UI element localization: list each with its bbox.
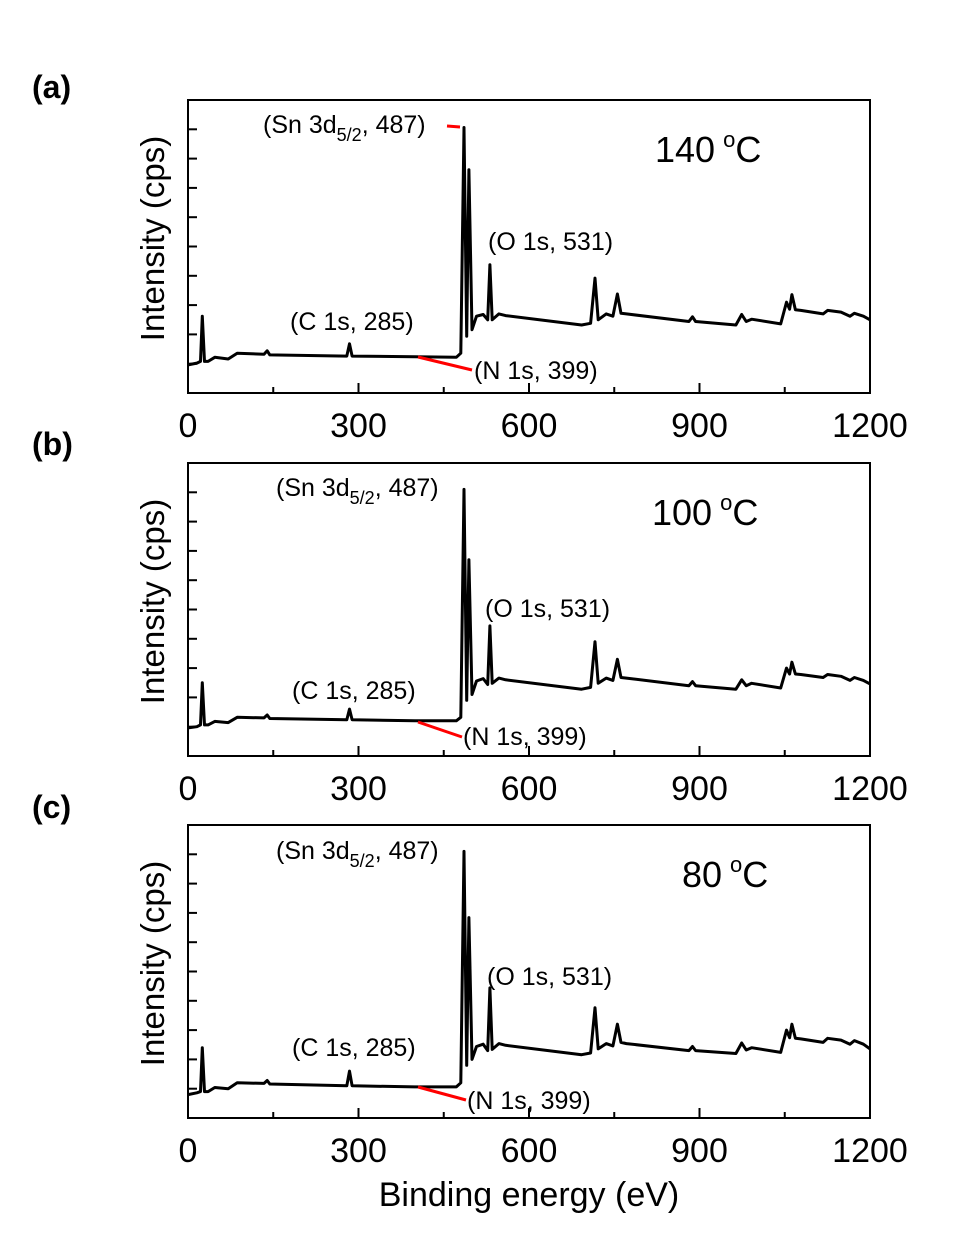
x-tick-label: 300: [330, 770, 387, 808]
annotation-text: (O 1s, 531): [485, 595, 610, 623]
x-tick-label: 1200: [832, 770, 908, 808]
annotation-text: (N 1s, 399): [474, 357, 598, 385]
panel-b: 0 300 600 900 1200 Intensity (cps) (b) (Sn 3d5/…: [32, 426, 908, 808]
degree-symbol: o: [720, 490, 732, 515]
n-leader-line: [417, 720, 463, 739]
annotation-text: (Sn 3d: [263, 111, 337, 139]
peak-annotation-o: (O 1s, 531): [488, 228, 613, 256]
annotation-text-end: , 487): [362, 111, 426, 139]
temperature-label: 80 oC: [682, 852, 768, 895]
annotation-subscript: 5/2: [350, 488, 375, 508]
x-tick-label: 300: [330, 1132, 387, 1170]
temperature-label: 100 oC: [652, 490, 758, 533]
annotation-text-end: , 487): [375, 474, 439, 502]
temperature-label: 140 oC: [655, 127, 761, 170]
annotation-subscript: 5/2: [337, 125, 362, 145]
sn-leader-line: [446, 124, 461, 129]
peak-annotation-o: (O 1s, 531): [487, 963, 612, 991]
x-tick-label: 600: [501, 1132, 558, 1170]
panel-a: 0 300 600 900 1200 Intensity (cps) (a) (Sn 3d5/…: [32, 69, 908, 445]
y-axis-label: Intensity (cps): [134, 136, 171, 341]
x-tick-label: 600: [501, 770, 558, 808]
annotation-text: (Sn 3d: [276, 837, 350, 865]
x-tick-label: 300: [330, 407, 387, 445]
x-tick-label: 0: [179, 407, 198, 445]
annotation-text: (C 1s, 285): [292, 677, 416, 705]
panel-label: (c): [32, 789, 71, 825]
x-tick-label: 600: [501, 407, 558, 445]
peak-annotation-sn: (Sn 3d5/2, 487): [263, 111, 426, 145]
annotation-text: (O 1s, 531): [488, 228, 613, 256]
peak-annotation-c: (C 1s, 285): [292, 677, 416, 705]
temperature-value: 80: [682, 854, 722, 895]
x-tick-label: 0: [179, 1132, 198, 1170]
annotation-text: (O 1s, 531): [487, 963, 612, 991]
temperature-unit: C: [742, 854, 768, 895]
annotation-subscript: 5/2: [350, 851, 375, 871]
temperature-unit: C: [735, 129, 761, 170]
panel-label: (b): [32, 426, 73, 462]
peak-annotation-sn: (Sn 3d5/2, 487): [276, 837, 439, 871]
n-leader-line: [417, 1085, 467, 1102]
temperature-unit: C: [732, 492, 758, 533]
annotation-text: (C 1s, 285): [290, 308, 414, 336]
y-axis-label: Intensity (cps): [134, 499, 171, 704]
peak-annotation-n: (N 1s, 399): [467, 1087, 591, 1115]
peak-annotation-c: (C 1s, 285): [290, 308, 414, 336]
x-tick-label: 0: [179, 770, 198, 808]
annotation-text-end: , 487): [375, 837, 439, 865]
peak-annotation-sn: (Sn 3d5/2, 487): [276, 474, 439, 508]
temperature-value: 140: [655, 129, 715, 170]
annotation-text: (N 1s, 399): [463, 723, 587, 751]
peak-annotation-n: (N 1s, 399): [463, 723, 587, 751]
degree-symbol: o: [730, 852, 742, 877]
x-tick-label: 900: [671, 1132, 728, 1170]
peak-annotation-o: (O 1s, 531): [485, 595, 610, 623]
x-axis-label: Binding energy (eV): [379, 1176, 680, 1214]
n-leader-line: [417, 355, 473, 372]
y-axis-label: Intensity (cps): [134, 861, 171, 1066]
annotation-text: (N 1s, 399): [467, 1087, 591, 1115]
x-tick-label: 1200: [832, 1132, 908, 1170]
x-tick-label: 1200: [832, 407, 908, 445]
x-tick-label: 900: [671, 770, 728, 808]
x-tick-label: 900: [671, 407, 728, 445]
panel-c: 0 300 600 900 1200 Intensity (cps) Binding ene…: [32, 789, 908, 1214]
spectrum-line: [187, 126, 871, 367]
annotation-text: (C 1s, 285): [292, 1034, 416, 1062]
spectrum-line: [187, 849, 871, 1097]
degree-symbol: o: [723, 127, 735, 152]
panel-label: (a): [32, 69, 71, 105]
spectrum-line: [187, 487, 871, 730]
peak-annotation-n: (N 1s, 399): [474, 357, 598, 385]
peak-annotation-c: (C 1s, 285): [292, 1034, 416, 1062]
annotation-text: (Sn 3d: [276, 474, 350, 502]
temperature-value: 100: [652, 492, 712, 533]
